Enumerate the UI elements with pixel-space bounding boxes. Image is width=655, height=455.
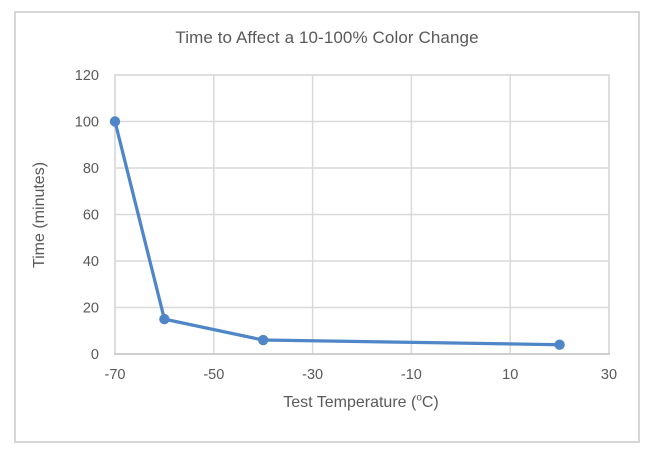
plot-area: 0 20 40 60 80 100 120 -70 -50 -30 -10 10 30 <box>75 68 617 383</box>
y-tick-label: 20 <box>83 301 99 317</box>
x-axis-title-text: Test Temperature ( <box>283 394 417 411</box>
x-tick-label: 30 <box>601 367 617 383</box>
y-tick-label: 40 <box>83 254 99 270</box>
x-axis-title-suffix: C) <box>421 394 439 411</box>
data-point-marker <box>554 339 565 350</box>
x-tick-label: -50 <box>203 367 224 383</box>
chart-frame: Time to Affect a 10-100% Color Change Ti… <box>14 11 640 443</box>
y-tick-label: 100 <box>75 115 99 131</box>
x-tick-label: -70 <box>105 367 126 383</box>
data-point-marker <box>258 334 269 346</box>
y-tick-label: 60 <box>83 208 99 224</box>
x-tick-label: -30 <box>302 367 323 383</box>
x-axis-title-superscript: o <box>416 392 422 404</box>
series-line <box>113 119 562 347</box>
x-tick-label: 10 <box>502 367 518 383</box>
y-tick-label: 0 <box>91 347 99 363</box>
x-axis-title: Test Temperature (oC) <box>114 392 608 412</box>
y-tick-label: 80 <box>83 161 99 177</box>
x-tick-label: -10 <box>401 367 422 383</box>
data-point-marker <box>109 116 121 127</box>
chart-title: Time to Affect a 10-100% Color Change <box>175 28 479 47</box>
data-point-marker <box>159 313 170 325</box>
y-tick-label: 120 <box>75 68 99 84</box>
